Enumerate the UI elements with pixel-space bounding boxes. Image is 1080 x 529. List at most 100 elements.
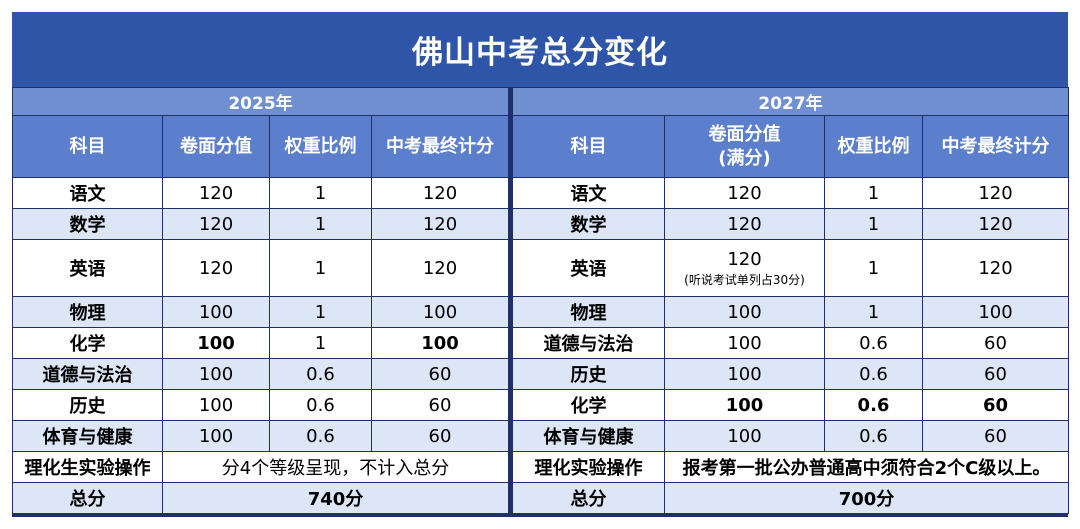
score-change-table: 佛山中考总分变化 2025年 科目 卷面分值 权重比例 中考最终计分 语文 12…: [11, 12, 1070, 517]
paper-score-cell: 100: [162, 358, 270, 390]
paper-score-cell: 100: [162, 296, 270, 328]
table-row: 化学 100 1 100: [12, 327, 510, 359]
final-score-cell: 120: [921, 177, 1070, 209]
table-row: 英语 120 (听说考试单列占30分) 1 120: [512, 239, 1070, 297]
weight-cell: 1: [824, 177, 923, 209]
header-paper-score: 卷面分值 (满分): [664, 115, 825, 178]
subject-cell: 化学: [512, 389, 665, 421]
final-score-cell: 100: [370, 296, 510, 328]
table-row: 物理 100 1 100: [512, 296, 1070, 328]
final-score-cell: 60: [370, 389, 510, 421]
header-weight: 权重比例: [824, 115, 923, 178]
table-row: 理化实验操作 报考第一批公办普通高中须符合2个C级以上。: [512, 451, 1070, 483]
weight-cell: 0.6: [269, 389, 372, 421]
header-subject: 科目: [12, 115, 163, 178]
header-subject: 科目: [512, 115, 665, 178]
subject-cell: 语文: [12, 177, 163, 209]
table-row: 道德与法治 100 0.6 60: [512, 327, 1070, 359]
subject-cell: 体育与健康: [12, 420, 163, 452]
total-value: 700分: [663, 482, 1070, 514]
weight-cell: 1: [269, 177, 372, 209]
final-score-cell: 60: [921, 389, 1070, 421]
weight-cell: 1: [269, 208, 372, 240]
subject-cell: 数学: [12, 208, 163, 240]
paper-score-cell: 100: [664, 420, 825, 452]
weight-cell: 1: [824, 296, 923, 328]
subject-cell: 历史: [512, 358, 665, 390]
paper-score-cell: 120: [162, 239, 270, 297]
final-score-cell: 120: [370, 239, 510, 297]
header-paper-score: 卷面分值: [162, 115, 270, 178]
subject-cell: 物理: [512, 296, 665, 328]
paper-score-cell: 100: [664, 389, 825, 421]
table-2025: 2025年 科目 卷面分值 权重比例 中考最终计分 语文 120 1 120 数…: [11, 87, 510, 514]
weight-cell: 0.6: [269, 420, 372, 452]
table-row: 英语 120 1 120: [12, 239, 510, 297]
paper-score-cell: 100: [162, 327, 270, 359]
table-row: 数学 120 1 120: [512, 208, 1070, 240]
paper-score-cell: 120: [162, 177, 270, 209]
paper-score-cell: 100: [664, 296, 825, 328]
final-score-cell: 120: [370, 208, 510, 240]
lab-note: 报考第一批公办普通高中须符合2个C级以上。: [663, 451, 1070, 483]
paper-score-cell: 120: [162, 208, 270, 240]
weight-cell: 1: [824, 208, 923, 240]
subject-cell: 英语: [12, 239, 163, 297]
weight-cell: 0.6: [269, 358, 372, 390]
total-label: 总分: [512, 482, 665, 514]
final-score-cell: 120: [370, 177, 510, 209]
table-row: 语文 120 1 120: [12, 177, 510, 209]
final-score-cell: 100: [921, 296, 1070, 328]
table-row: 历史 100 0.6 60: [512, 358, 1070, 390]
year-label-2025: 2025年: [11, 87, 510, 116]
subject-cell: 历史: [12, 389, 163, 421]
header-paper-score-line2: (满分): [718, 147, 771, 169]
table-row: 语文 120 1 120: [512, 177, 1070, 209]
lab-note: 分4个等级呈现，不计入总分: [161, 451, 510, 483]
weight-cell: 0.6: [824, 420, 923, 452]
weight-cell: 0.6: [824, 327, 923, 359]
total-row: 总分 700分: [512, 482, 1070, 514]
english-note: (听说考试单列占30分): [684, 273, 805, 287]
page-title: 佛山中考总分变化: [12, 12, 1068, 87]
weight-cell: 1: [269, 296, 372, 328]
english-score: 120: [727, 249, 762, 270]
table-row: 体育与健康 100 0.6 60: [12, 420, 510, 452]
subject-cell: 化学: [12, 327, 163, 359]
subject-cell: 物理: [12, 296, 163, 328]
weight-cell: 1: [269, 327, 372, 359]
paper-score-cell: 100: [162, 420, 270, 452]
header-final-score: 中考最终计分: [370, 115, 510, 178]
subject-cell: 体育与健康: [512, 420, 665, 452]
header-weight: 权重比例: [269, 115, 372, 178]
paper-score-cell: 120 (听说考试单列占30分): [664, 239, 825, 297]
weight-cell: 1: [269, 239, 372, 297]
subject-cell: 语文: [512, 177, 665, 209]
weight-cell: 1: [824, 239, 923, 297]
table-row: 化学 100 0.6 60: [512, 389, 1070, 421]
table-row: 物理 100 1 100: [12, 296, 510, 328]
header-final-score: 中考最终计分: [921, 115, 1070, 178]
year-label-2027: 2027年: [511, 87, 1070, 116]
table-row: 数学 120 1 120: [12, 208, 510, 240]
final-score-cell: 60: [370, 358, 510, 390]
total-row: 总分 740分: [12, 482, 510, 514]
total-value: 740分: [161, 482, 510, 514]
table-row: 理化生实验操作 分4个等级呈现，不计入总分: [12, 451, 510, 483]
total-label: 总分: [12, 482, 163, 514]
paper-score-cell: 120: [664, 177, 825, 209]
paper-score-cell: 100: [664, 327, 825, 359]
table-row: 体育与健康 100 0.6 60: [512, 420, 1070, 452]
paper-score-cell: 120: [664, 208, 825, 240]
final-score-cell: 60: [921, 327, 1070, 359]
lab-label: 理化实验操作: [512, 451, 665, 483]
final-score-cell: 120: [921, 239, 1070, 297]
lab-label: 理化生实验操作: [12, 451, 163, 483]
subject-cell: 英语: [512, 239, 665, 297]
final-score-cell: 60: [370, 420, 510, 452]
final-score-cell: 60: [921, 420, 1070, 452]
subject-cell: 道德与法治: [12, 358, 163, 390]
weight-cell: 0.6: [824, 389, 923, 421]
table-row: 道德与法治 100 0.6 60: [12, 358, 510, 390]
subject-cell: 道德与法治: [512, 327, 665, 359]
